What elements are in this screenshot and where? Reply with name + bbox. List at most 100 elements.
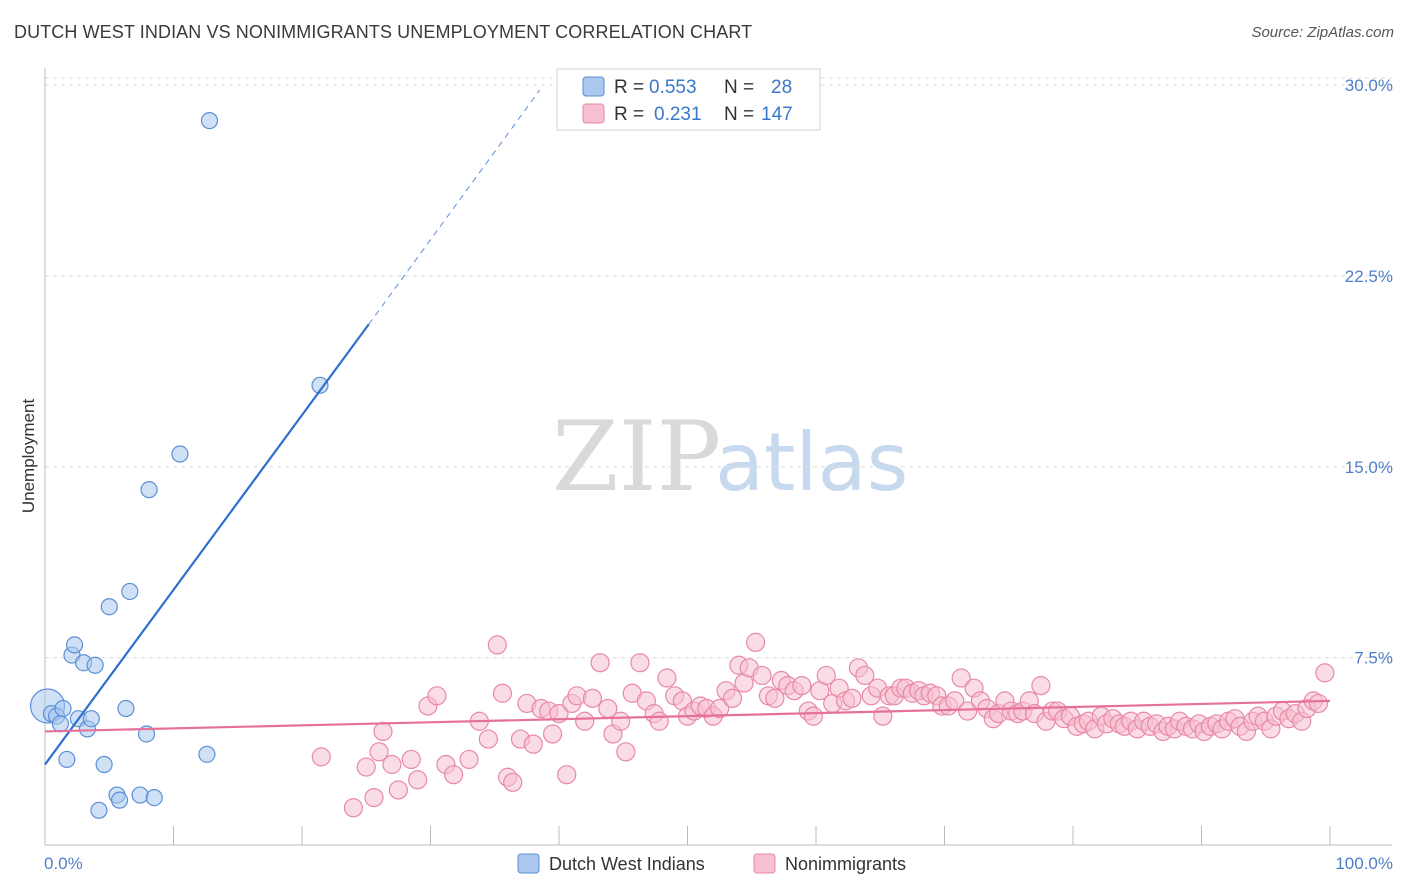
y-tick-label-2: 22.5%	[1345, 267, 1393, 286]
series-swatch-nonimmigrants	[753, 853, 776, 874]
legend-r-label-2: R =	[614, 104, 644, 125]
x-tick-label-0: 0.0%	[44, 854, 83, 873]
nonimmigrants-point	[478, 729, 498, 749]
nonimmigrants-point	[803, 706, 824, 726]
nonimmigrants-point	[746, 632, 766, 652]
nonimmigrants-point	[364, 787, 384, 808]
nonimmigrants-point	[557, 765, 577, 785]
dutch-west-indians-point	[100, 598, 118, 616]
legend-swatch-blue	[582, 76, 605, 97]
nonimmigrants-point	[575, 711, 595, 731]
legend-n-value-1: 28	[771, 77, 792, 98]
x-tick-labels: 0.0% 100.0%	[44, 854, 1393, 873]
nonimmigrants-point	[503, 772, 523, 792]
nonimmigrants-point	[855, 665, 875, 686]
dutch-west-indians-point	[65, 636, 84, 654]
watermark-zip: ZIP	[552, 401, 721, 513]
nonimmigrants-point	[1315, 663, 1335, 683]
nonimmigrants-trend-line	[44, 699, 1331, 733]
dutch-west-indians-point	[121, 582, 139, 601]
dutch-west-indians-point	[198, 745, 216, 763]
series-label-dutch-west-indians: Dutch West Indians	[549, 854, 705, 874]
nonimmigrants-point	[427, 686, 447, 706]
nonimmigrants-point	[523, 734, 543, 754]
nonimmigrants-point	[752, 665, 772, 686]
dutch-west-indians-points	[29, 112, 329, 819]
nonimmigrants-point	[388, 780, 408, 800]
dutch-west-indians-point	[311, 376, 329, 394]
nonimmigrants-point	[722, 688, 743, 708]
y-tick-labels: 7.5% 15.0% 22.5% 30.0%	[1345, 76, 1393, 668]
dutch-west-indians-point	[82, 710, 100, 728]
nonimmigrants-point	[590, 653, 610, 673]
y-axis-label: Unemployment	[19, 399, 38, 514]
nonimmigrants-point	[311, 747, 331, 767]
dutch-west-indians-point	[54, 699, 72, 718]
nonimmigrants-point	[765, 688, 785, 708]
nonimmigrants-point	[710, 698, 730, 719]
nonimmigrants-point	[382, 754, 402, 775]
nonimmigrants-point	[408, 770, 428, 790]
trend-lines	[44, 89, 1331, 766]
nonimmigrants-point	[616, 742, 636, 762]
legend-n-label-1: N =	[724, 77, 754, 98]
y-tick-label-0: 7.5%	[1354, 649, 1393, 668]
dutch-west-indians-trend-line	[44, 323, 370, 766]
dutch-west-indians-point	[110, 791, 129, 809]
nonimmigrants-point	[951, 668, 971, 688]
nonimmigrants-point	[958, 701, 978, 721]
nonimmigrants-point	[582, 688, 603, 708]
nonimmigrants-point	[487, 635, 507, 655]
dutch-west-indians-trend-extension	[368, 89, 541, 325]
nonimmigrants-point	[873, 706, 893, 726]
series-label-nonimmigrants: Nonimmigrants	[785, 854, 906, 874]
nonimmigrants-point	[343, 798, 363, 818]
legend-n-value-2: 147	[761, 104, 793, 125]
y-tick-label-3: 30.0%	[1345, 76, 1393, 95]
dutch-west-indians-point	[145, 788, 163, 807]
nonimmigrants-point	[356, 757, 376, 777]
series-legend: Dutch West Indians Nonimmigrants	[517, 853, 906, 874]
dutch-west-indians-point	[90, 801, 108, 819]
nonimmigrants-point	[1308, 693, 1329, 714]
nonimmigrants-point	[369, 742, 389, 762]
legend-r-value-2: 0.231	[654, 104, 702, 125]
dutch-west-indians-point	[95, 755, 113, 774]
nonimmigrants-point	[816, 665, 836, 686]
dutch-west-indians-point	[200, 112, 219, 130]
dutch-west-indians-point	[86, 656, 104, 674]
legend-swatch-pink	[582, 103, 605, 124]
nonimmigrants-point	[373, 721, 393, 742]
nonimmigrants-point	[649, 711, 669, 731]
dutch-west-indians-point	[140, 481, 158, 499]
y-tick-label-1: 15.0%	[1345, 458, 1393, 477]
chart-title: DUTCH WEST INDIAN VS NONIMMIGRANTS UNEMP…	[14, 22, 753, 42]
nonimmigrants-points	[311, 632, 1335, 818]
grid-lines	[45, 77, 1392, 659]
nonimmigrants-point	[459, 749, 479, 770]
dutch-west-indians-point	[117, 699, 135, 718]
nonimmigrants-point	[611, 711, 631, 731]
correlation-legend: R = 0.553 N = 28 R = 0.231 N = 147	[556, 68, 821, 131]
nonimmigrants-point	[542, 724, 563, 744]
dutch-west-indians-point	[171, 445, 189, 463]
nonimmigrants-point	[444, 765, 464, 785]
dutch-west-indians-point	[51, 715, 70, 733]
nonimmigrants-point	[630, 653, 650, 673]
chart-source: Source: ZipAtlas.com	[1251, 24, 1394, 41]
watermark-atlas: atlas	[715, 416, 908, 509]
nonimmigrants-point	[842, 688, 862, 708]
dutch-west-indians-point	[131, 786, 149, 804]
nonimmigrants-point	[1031, 676, 1051, 696]
legend-r-label-1: R =	[614, 77, 644, 98]
nonimmigrants-point	[492, 683, 513, 703]
legend-n-label-2: N =	[724, 104, 754, 125]
x-tick-label-1: 100.0%	[1335, 854, 1393, 873]
nonimmigrants-point	[792, 676, 812, 696]
series-swatch-dutch-west-indians	[517, 853, 540, 874]
nonimmigrants-point	[657, 668, 677, 688]
legend-r-value-1: 0.553	[649, 77, 697, 98]
dutch-west-indians-point	[58, 750, 76, 769]
nonimmigrants-point	[401, 749, 421, 770]
